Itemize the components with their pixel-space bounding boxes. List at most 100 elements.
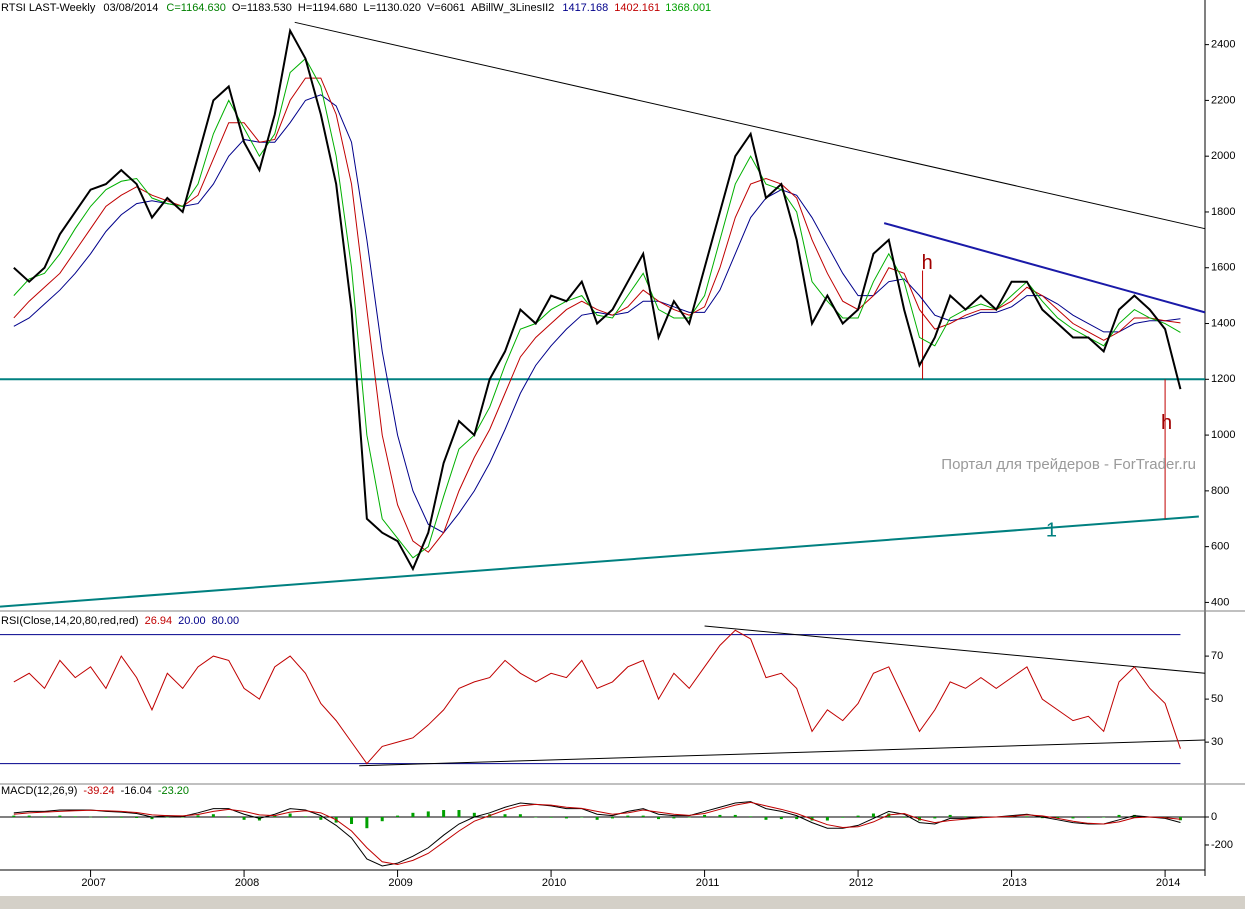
title-part: 1368.001 (665, 2, 711, 14)
histogram-bar (457, 810, 461, 818)
histogram-bar (442, 810, 446, 818)
y-tick-label: 70 (1211, 650, 1223, 662)
title-part: 26.94 (145, 615, 173, 627)
x-tick-label: 2010 (542, 877, 566, 889)
x-tick-label: 2013 (1002, 877, 1026, 889)
y-tick-label: 1800 (1211, 206, 1235, 218)
histogram-bar (1040, 817, 1044, 819)
histogram-bar (641, 815, 645, 818)
x-tick-label: 2014 (1156, 877, 1180, 889)
histogram-bar (273, 815, 277, 818)
x-tick-label: 2009 (388, 877, 412, 889)
title-part: ABillW_3LinesII2 (471, 2, 554, 14)
histogram-bar (242, 817, 246, 820)
histogram-bar (1117, 814, 1121, 818)
title-part: V=6061 (427, 2, 465, 14)
histogram-bar (1086, 817, 1090, 818)
title-part: 20.00 (178, 615, 206, 627)
histogram-bar (779, 817, 783, 820)
histogram-bar (534, 817, 538, 818)
histogram-bar (58, 815, 62, 818)
series-line (13, 629, 1181, 765)
y-tick-label: 1000 (1211, 429, 1235, 441)
trend-line (294, 21, 1206, 230)
watermark: Портал для трейдеров - ForTrader.ru (941, 456, 1196, 473)
y-tick-label: -200 (1211, 839, 1233, 851)
histogram-bar (43, 816, 47, 818)
y-tick-label: 0 (1211, 811, 1217, 823)
title-part: 1417.168 (562, 2, 608, 14)
series-line (13, 77, 1181, 553)
histogram-bar (687, 817, 691, 818)
histogram-bar (503, 814, 507, 818)
panel-title: MACD(12,26,9) -39.24 -16.04 -23.20 (1, 785, 189, 797)
histogram-bar (795, 817, 799, 820)
histogram-bar (472, 812, 476, 818)
title-part: 80.00 (212, 615, 240, 627)
y-tick-label: 1200 (1211, 373, 1235, 385)
histogram-bar (165, 817, 169, 818)
title-part: RTSI LAST-Weekly (1, 2, 96, 14)
title-part: C=1164.630 (166, 2, 225, 14)
trend-line (704, 625, 1206, 674)
y-tick-label: 1400 (1211, 317, 1235, 329)
annotation: 1 (1046, 520, 1057, 542)
x-tick-label: 2007 (81, 877, 105, 889)
histogram-bar (1025, 816, 1029, 818)
y-tick-label: 2000 (1211, 150, 1235, 162)
histogram-bar (672, 817, 676, 819)
title-part: 03/08/2014 (103, 2, 158, 14)
y-tick-label: 30 (1211, 736, 1223, 748)
histogram-bar (350, 817, 354, 825)
price-line (13, 27, 1182, 572)
annotation: h (922, 252, 933, 274)
title-part: H=1194.680 (298, 2, 357, 14)
histogram-bar (1178, 817, 1182, 821)
title-part: -16.04 (121, 785, 152, 797)
title-part: MACD(12,26,9) (1, 785, 77, 797)
trend-line (359, 739, 1206, 767)
title-part: -39.24 (83, 785, 114, 797)
annotation: h (1161, 412, 1172, 434)
histogram-bar (135, 817, 139, 818)
histogram-bar (380, 817, 384, 822)
histogram-bar (718, 814, 722, 818)
title-part: L=1130.020 (363, 2, 421, 14)
histogram-bar (703, 814, 707, 818)
histogram-bar (119, 817, 123, 818)
status-bar (0, 896, 1245, 909)
title-part: -23.20 (158, 785, 189, 797)
histogram-bar (902, 817, 906, 818)
histogram-bar (319, 817, 323, 820)
histogram-bar (549, 817, 553, 818)
histogram-bar (27, 815, 31, 818)
histogram-bar (610, 817, 614, 819)
histogram-bar (196, 815, 200, 818)
histogram-bar (657, 817, 661, 820)
y-tick-label: 2200 (1211, 94, 1235, 106)
histogram-bar (749, 816, 753, 818)
title-part: O=1183.530 (232, 2, 292, 14)
y-tick-label: 2400 (1211, 39, 1235, 51)
series-line (13, 57, 1181, 559)
histogram-bar (564, 817, 568, 819)
y-tick-label: 50 (1211, 693, 1223, 705)
histogram-bar (626, 815, 630, 818)
histogram-bar (227, 816, 231, 818)
histogram-bar (365, 817, 369, 829)
series-line (13, 801, 1181, 866)
histogram-bar (733, 814, 737, 818)
histogram-bar (856, 815, 860, 818)
trend-line (883, 222, 1206, 314)
histogram-bar (595, 817, 599, 820)
histogram-bar (964, 816, 968, 818)
histogram-bar (89, 816, 93, 818)
histogram-bar (12, 815, 16, 818)
histogram-bar (841, 817, 845, 818)
trend-line (0, 515, 1199, 608)
y-tick-label: 800 (1211, 485, 1229, 497)
histogram-bar (764, 817, 768, 820)
histogram-bar (181, 817, 185, 818)
histogram-bar (104, 817, 108, 818)
